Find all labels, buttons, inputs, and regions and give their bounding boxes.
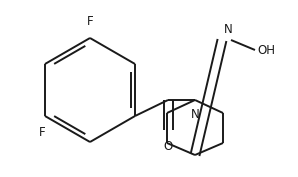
Text: OH: OH bbox=[257, 44, 275, 56]
Text: N: N bbox=[224, 23, 233, 36]
Text: F: F bbox=[87, 15, 93, 28]
Text: N: N bbox=[191, 108, 199, 121]
Text: F: F bbox=[39, 126, 45, 139]
Text: O: O bbox=[163, 140, 173, 153]
